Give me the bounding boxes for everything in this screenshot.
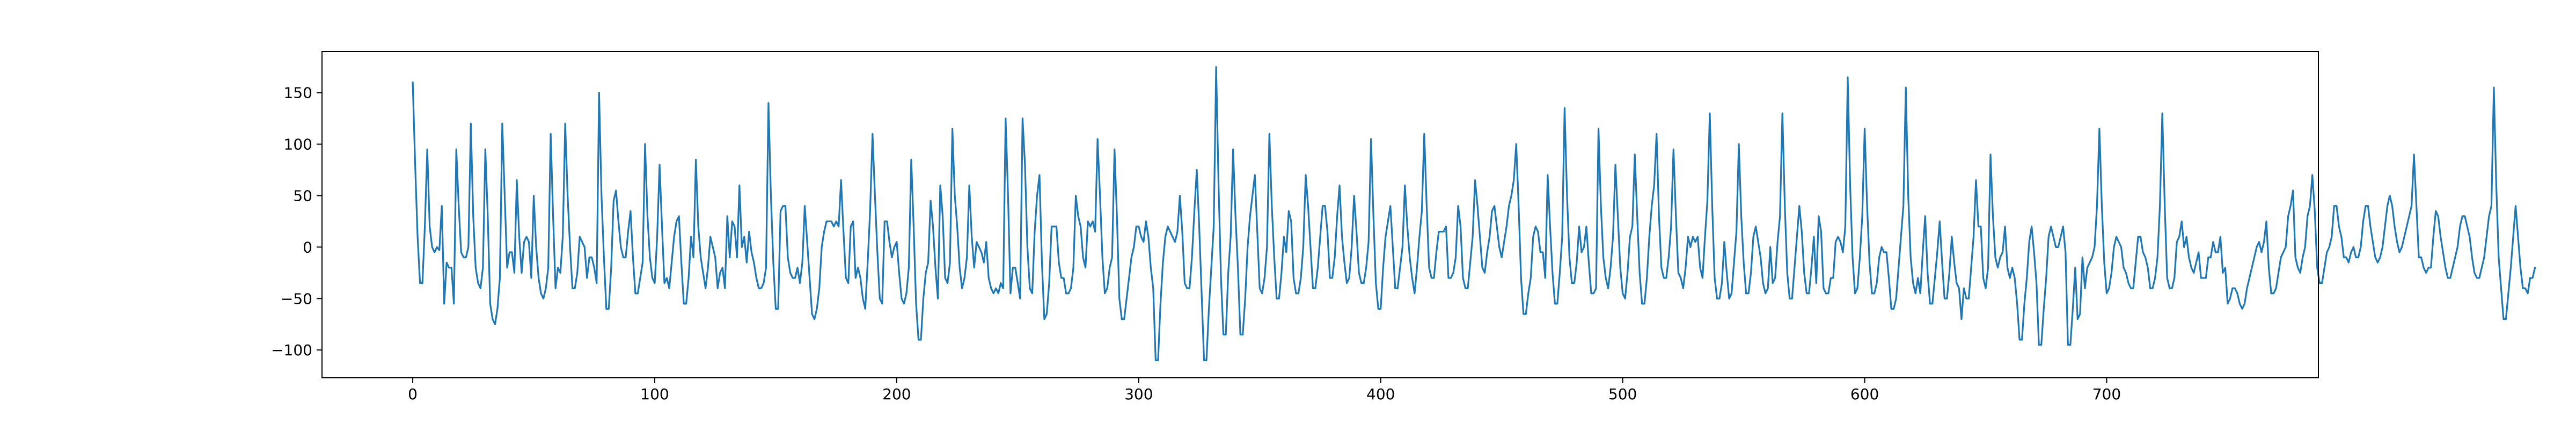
x-tick-label: 200 — [882, 385, 911, 403]
x-tick-label: 500 — [1608, 385, 1637, 403]
y-tick-label: −50 — [281, 290, 312, 307]
series-line-0 — [412, 66, 2536, 361]
y-tick-label: 100 — [284, 136, 312, 153]
y-axis: −100 −50 0 50 100 150 — [271, 84, 322, 359]
x-tick-label: 0 — [408, 385, 418, 403]
y-tick-label: 150 — [284, 84, 312, 102]
y-tick-label: 50 — [293, 187, 312, 205]
y-tick-label: 0 — [303, 238, 312, 256]
x-tick-label: 400 — [1366, 385, 1395, 403]
axes-frame — [321, 51, 2319, 378]
x-tick-label: 600 — [1850, 385, 1879, 403]
x-axis: 0 100 200 300 400 500 600 700 — [408, 378, 2121, 403]
plot-area — [412, 66, 2536, 361]
x-tick-label: 100 — [640, 385, 669, 403]
x-tick-label: 300 — [1124, 385, 1153, 403]
x-tick-label: 700 — [2092, 385, 2121, 403]
y-tick-label: −100 — [271, 341, 312, 359]
